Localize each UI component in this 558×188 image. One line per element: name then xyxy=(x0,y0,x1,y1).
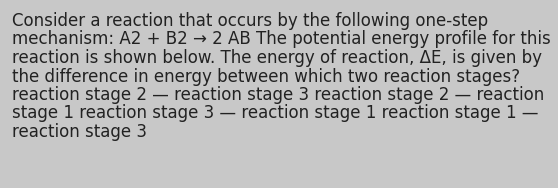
Text: Consider a reaction that occurs by the following one-step: Consider a reaction that occurs by the f… xyxy=(12,12,488,30)
Text: reaction is shown below. The energy of reaction, ΔE, is given by: reaction is shown below. The energy of r… xyxy=(12,49,542,67)
Text: reaction stage 2 — reaction stage 3 reaction stage 2 — reaction: reaction stage 2 — reaction stage 3 reac… xyxy=(12,86,544,104)
Text: stage 1 reaction stage 3 — reaction stage 1 reaction stage 1 —: stage 1 reaction stage 3 — reaction stag… xyxy=(12,105,538,123)
Text: reaction stage 3: reaction stage 3 xyxy=(12,123,147,141)
Text: mechanism: A2 + B2 → 2 AB The potential energy profile for this: mechanism: A2 + B2 → 2 AB The potential … xyxy=(12,30,551,49)
Text: the difference in energy between which two reaction stages?: the difference in energy between which t… xyxy=(12,67,520,86)
